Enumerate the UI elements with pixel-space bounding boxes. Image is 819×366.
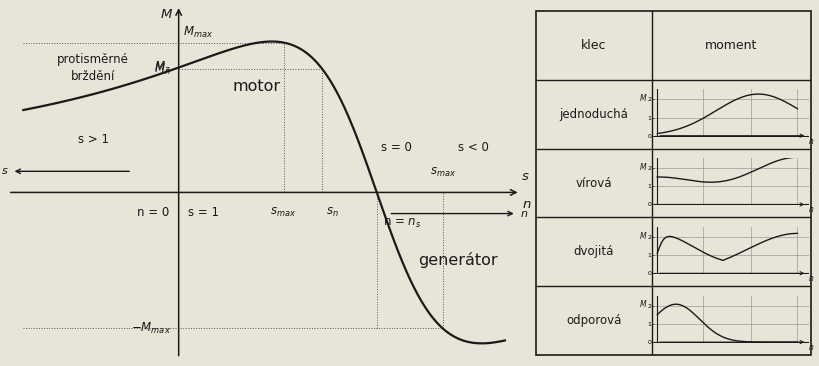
Text: M: M: [161, 8, 173, 20]
Text: klec: klec: [581, 39, 607, 52]
Text: M: M: [640, 300, 646, 309]
Text: n: n: [521, 209, 527, 219]
Text: $s_{max}$: $s_{max}$: [430, 166, 456, 179]
Text: s = 1: s = 1: [188, 206, 219, 219]
Text: $s_{max}$: $s_{max}$: [270, 206, 296, 219]
Text: n: n: [522, 198, 531, 212]
Text: s: s: [522, 171, 529, 183]
Text: s: s: [2, 166, 7, 176]
Text: s = 0: s = 0: [382, 141, 412, 154]
Text: $-M_{max}$: $-M_{max}$: [131, 321, 171, 336]
Text: n = $n_s$: n = $n_s$: [383, 217, 421, 231]
Text: n: n: [808, 274, 813, 283]
Text: odporová: odporová: [567, 314, 622, 327]
Text: n = 0: n = 0: [137, 206, 170, 219]
Text: $M_z$: $M_z$: [154, 60, 171, 75]
Text: jednoduchá: jednoduchá: [559, 108, 628, 121]
Text: M: M: [640, 163, 646, 172]
Text: protisměrné
brždění: protisměrné brždění: [57, 53, 129, 83]
Text: $M_n$: $M_n$: [154, 61, 171, 77]
Text: dvojitá: dvojitá: [574, 245, 614, 258]
Text: vírová: vírová: [576, 176, 613, 190]
Text: $s_n$: $s_n$: [326, 206, 339, 219]
Text: n: n: [808, 137, 813, 146]
Text: n: n: [808, 343, 813, 352]
Text: s > 1: s > 1: [78, 133, 109, 146]
Text: s < 0: s < 0: [459, 141, 489, 154]
Text: M: M: [640, 94, 646, 103]
Text: motor: motor: [233, 79, 280, 94]
Text: M: M: [640, 232, 646, 240]
Text: moment: moment: [705, 39, 758, 52]
Text: n: n: [808, 205, 813, 214]
Text: $M_{max}$: $M_{max}$: [183, 25, 214, 40]
Text: generátor: generátor: [419, 252, 498, 268]
